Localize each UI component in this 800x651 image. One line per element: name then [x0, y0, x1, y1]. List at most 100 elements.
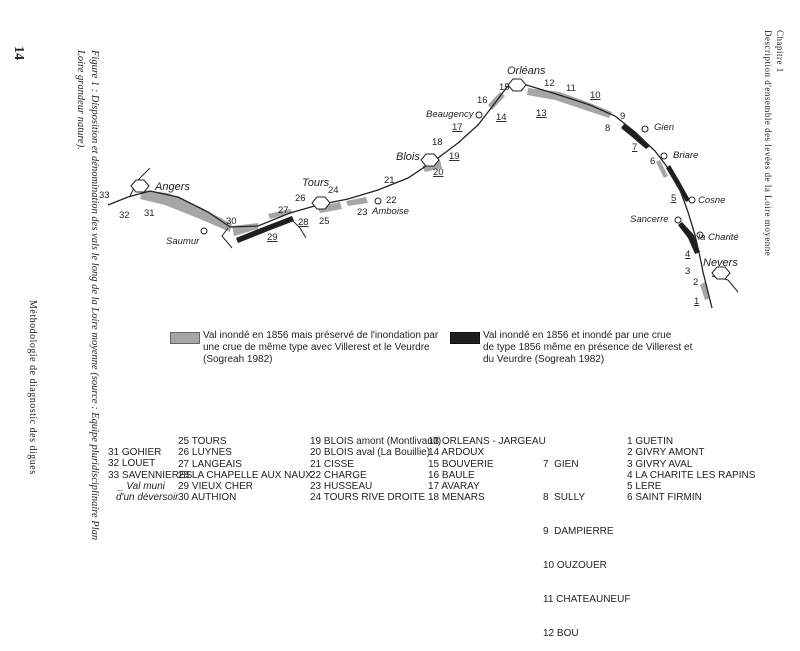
key-column-3: 19 BLOIS amont (Montlivault) 20 BLOIS av… — [310, 436, 441, 504]
val-number-6: 6 — [650, 156, 655, 167]
beaugency-marker — [475, 111, 483, 119]
key-column-5: 7 GIEN 8 SULLY 9 DAMPIERRE 10 OUZOUER 11… — [543, 436, 630, 651]
key-entry: 19 BLOIS amont (Montlivault) — [310, 436, 442, 447]
key-entry: d'un déversoir — [116, 492, 179, 504]
angers-hexagon — [130, 179, 150, 193]
city-label-nevers: Nevers — [703, 257, 738, 269]
val-29-area — [236, 216, 294, 243]
val-4-area — [678, 222, 700, 254]
key-entry: 23 HUSSEAU — [310, 481, 373, 493]
val-number-25: 25 — [319, 216, 330, 227]
la-charite-marker — [696, 231, 704, 239]
key-entry: 17 AVARAY — [428, 481, 480, 493]
nevers-hexagon — [711, 266, 731, 280]
val-number-32: 32 — [119, 210, 130, 221]
val-number-22: 22 — [386, 195, 397, 206]
val-number-26: 26 — [295, 193, 306, 204]
val-number-17: 17 — [452, 122, 463, 133]
river-branch-tours — [289, 217, 307, 239]
val-number-21: 21 — [384, 175, 395, 186]
key-entry: 20 BLOIS aval (La Bouillie) — [310, 447, 431, 459]
city-label-amboise: Amboise — [371, 206, 409, 217]
val-1-area — [700, 282, 710, 300]
val-number-31: 31 — [144, 208, 155, 219]
city-label-saumur: Saumur — [166, 236, 200, 247]
val-7-area — [621, 124, 650, 149]
key-entry: 24 TOURS RIVE DROITE — [310, 492, 426, 504]
val-number-15: 15 — [499, 82, 510, 93]
city-label-la-charite: la Charité — [698, 232, 739, 243]
val-number-23: 23 — [357, 207, 368, 218]
key-entry: 33 SAVENNIERES — [108, 469, 193, 481]
loire-map: Angers Saumur Tours Amboise Blois Beauge… — [99, 65, 739, 309]
city-hexagons — [130, 78, 731, 280]
key-entry: 6 SAINT FIRMIN — [627, 492, 702, 504]
key-entry: 28 LA CHAPELLE AUX NAUX — [178, 469, 312, 481]
val-number-labels: 33 32 31 30 29 28 27 26 25 24 23 22 21 2… — [99, 78, 699, 307]
saumur-marker — [200, 227, 208, 235]
legend-swatch-preserved — [170, 332, 200, 344]
key-entry: 9 DAMPIERRE — [543, 526, 614, 538]
val-number-29: 29 — [267, 232, 278, 243]
city-label-tours: Tours — [302, 177, 330, 189]
amboise-marker — [374, 197, 382, 205]
val-22-area — [346, 197, 368, 206]
val-number-19: 19 — [449, 151, 460, 162]
val-number-13: 13 — [536, 108, 547, 119]
city-label-gien: Gien — [654, 122, 674, 133]
tours-hexagon — [311, 196, 331, 210]
key-entry: 4 LA CHARITE LES RAPINS — [627, 469, 756, 481]
key-entry: 14 ARDOUX — [428, 447, 485, 459]
val-number-9: 9 — [620, 111, 625, 122]
key-column-6: 1 GUETIN 2 GIVRY AMONT 3 GIVRY AVAL 4 LA… — [627, 436, 755, 504]
val-number-11: 11 — [566, 83, 576, 94]
key-entry: 25 TOURS — [178, 436, 227, 447]
val-6-area — [656, 160, 668, 178]
val-number-7: 7 — [632, 142, 637, 153]
city-label-sancerre: Sancerre — [630, 214, 669, 225]
key-column-4: 13 ORLEANS - JARGEAU 14 ARDOUX 15 BOUVER… — [428, 436, 546, 504]
key-entry: 21 CISSE — [310, 458, 354, 470]
val-number-4: 4 — [685, 249, 690, 260]
val-number-10: 10 — [590, 90, 601, 101]
val-13-area — [527, 88, 612, 118]
preserved-vals — [140, 88, 710, 300]
val-number-3: 3 — [685, 266, 690, 277]
key-entry: _ Val muni — [118, 480, 165, 492]
val-number-5: 5 — [671, 193, 676, 204]
val-number-24: 24 — [328, 185, 339, 196]
orleans-hexagon — [507, 78, 527, 92]
blois-hexagon — [420, 153, 440, 167]
key-entry: 18 MENARS — [428, 492, 485, 504]
key-column-1: 31 GOHIER 32 LOUET 33 SAVENNIERES _ Val … — [108, 447, 192, 503]
val-27-area — [268, 209, 293, 219]
key-entry: 7 GIEN — [543, 458, 579, 470]
key-entry: 15 BOUVERIE — [428, 458, 494, 470]
legend-swatch-flooded — [450, 332, 480, 344]
val-number-28: 28 — [298, 217, 309, 228]
legend-text-flooded: Val inondé en 1856 et inondé par une cru… — [483, 330, 693, 365]
val-number-2: 2 — [693, 277, 698, 288]
key-entry: 2 GIVRY AMONT — [627, 447, 705, 459]
legend-text-preserved: Val inondé en 1856 mais préservé de l'in… — [203, 330, 439, 365]
city-label-blois: Blois — [396, 151, 420, 163]
sancerre-marker — [674, 216, 682, 224]
val-number-12: 12 — [544, 78, 555, 89]
key-entry: 11 CHATEAUNEUF — [543, 594, 631, 606]
val-number-18: 18 — [432, 137, 443, 148]
city-label-beaugency: Beaugency — [426, 109, 475, 120]
key-entry: 31 GOHIER — [108, 447, 162, 458]
city-label-briare: Briare — [673, 150, 698, 161]
cosne-marker — [688, 196, 696, 204]
key-entry: 8 SULLY — [543, 492, 586, 504]
val-number-14: 14 — [496, 112, 507, 123]
key-column-2: 25 TOURS 26 LUYNES 27 LANGEAIS 28 LA CHA… — [178, 436, 312, 504]
city-label-angers: Angers — [154, 181, 190, 193]
key-entry: 13 ORLEANS - JARGEAU — [428, 436, 546, 447]
key-entry: 1 GUETIN — [627, 436, 674, 447]
key-entry: 30 AUTHION — [178, 492, 237, 504]
gien-marker — [641, 125, 649, 133]
key-entry: 16 BAULE — [428, 469, 475, 481]
val-number-33: 33 — [99, 190, 110, 201]
key-entry: 12 BOU — [543, 628, 579, 640]
